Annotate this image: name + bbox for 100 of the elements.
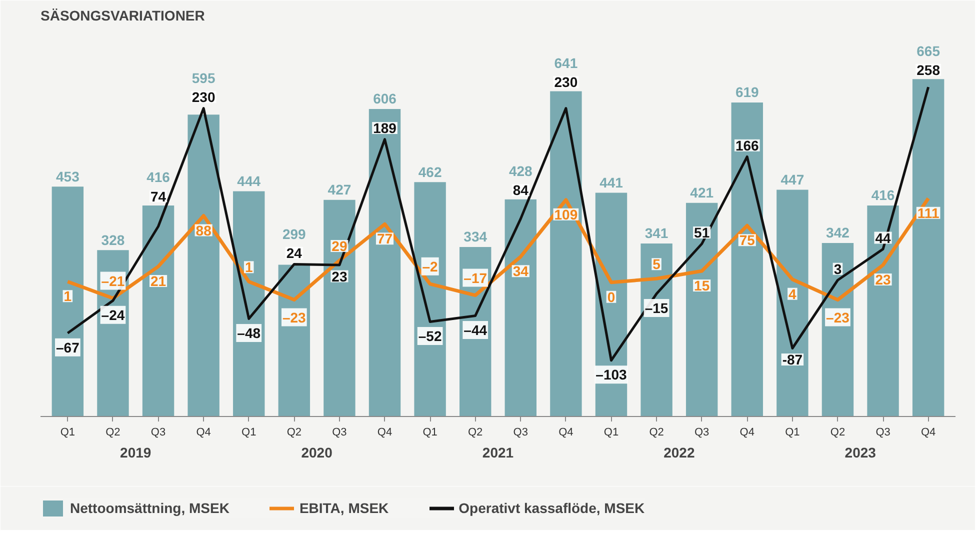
bar: [188, 114, 220, 416]
bar: [52, 186, 84, 416]
data-label: 342: [826, 224, 850, 241]
data-label: –23: [282, 309, 306, 326]
bar: [324, 200, 356, 416]
x-tick-label: Q3: [876, 426, 890, 438]
x-tick-label: Q4: [196, 426, 211, 438]
data-label: 84: [512, 182, 529, 198]
data-label: 189: [373, 120, 397, 136]
data-label: 595: [192, 70, 216, 86]
x-tick-label: Q2: [649, 426, 664, 438]
data-label: 258: [916, 62, 940, 78]
data-label: 75: [739, 232, 756, 248]
data-label: 23: [875, 271, 892, 288]
data-label: 44: [875, 230, 892, 246]
data-label: 447: [780, 171, 804, 188]
chart-title: SÄSONGSVARIATIONER: [40, 8, 205, 24]
data-label: 88: [196, 222, 212, 238]
data-label: 3: [834, 260, 842, 277]
x-tick-label: Q4: [558, 426, 574, 438]
legend-label: EBITA, MSEK: [299, 500, 389, 516]
legend-label: Nettoomsättning, MSEK: [70, 500, 230, 516]
data-label: 77: [376, 230, 393, 247]
data-label: 444: [237, 172, 261, 189]
x-tick-label: Q1: [422, 426, 438, 438]
data-label: 441: [600, 174, 624, 190]
data-label: 334: [464, 228, 488, 245]
data-label: 416: [146, 169, 170, 186]
data-label: 230: [554, 74, 578, 90]
text: 2019: [120, 444, 152, 460]
x-tick-label: Q2: [830, 426, 846, 438]
bar: [867, 205, 899, 416]
data-label: 51: [694, 224, 710, 240]
data-label: 111: [917, 204, 940, 221]
text: 2023: [844, 444, 876, 460]
bar: [142, 205, 174, 416]
bar: [550, 91, 582, 416]
text: 2021: [482, 444, 514, 460]
legend-label: Operativt kassaflöde, MSEK: [458, 500, 645, 516]
x-tick-label: Q3: [513, 426, 528, 438]
data-label: 21: [150, 272, 166, 289]
data-label: 34: [512, 263, 529, 280]
data-label: –21: [101, 272, 125, 289]
x-tick-label: Q4: [920, 426, 936, 438]
x-tick-label: Q1: [785, 426, 800, 438]
bar: [912, 79, 944, 416]
text: 2022: [664, 444, 695, 460]
x-tick-label: Q2: [286, 426, 302, 438]
data-label: 230: [192, 88, 216, 105]
data-label: 299: [282, 226, 306, 242]
data-label: –24: [101, 306, 125, 323]
data-label: 416: [871, 187, 895, 204]
bar: [504, 199, 536, 416]
data-label: –67: [56, 339, 80, 356]
data-label: 1: [244, 259, 253, 276]
data-label: -87: [782, 352, 803, 368]
data-label: 665: [916, 42, 940, 59]
data-label: 462: [418, 164, 442, 180]
data-label: 24: [286, 244, 302, 261]
data-label: 341: [644, 225, 668, 242]
data-label: –44: [464, 322, 488, 338]
data-label: 4: [788, 286, 797, 302]
x-tick-label: Q4: [740, 426, 754, 438]
x-tick-label: Q3: [332, 426, 347, 438]
data-label: 1: [64, 288, 72, 304]
data-label: 29: [332, 238, 348, 254]
x-tick-label: Q2: [468, 426, 483, 438]
x-tick-label: Q1: [242, 426, 256, 438]
data-label: 109: [554, 206, 578, 222]
x-tick-label: Q4: [377, 426, 392, 438]
data-label: 453: [56, 168, 80, 184]
bar: [776, 190, 808, 416]
data-label: –103: [596, 366, 628, 383]
data-label: 328: [101, 232, 125, 248]
bar: [731, 102, 763, 416]
data-label: –2: [422, 258, 438, 274]
data-label: 619: [735, 84, 760, 100]
x-tick-label: Q3: [694, 426, 710, 438]
data-label: –48: [237, 325, 261, 342]
text: 2020: [301, 444, 333, 460]
bar: [368, 109, 401, 416]
x-tick-label: Q3: [150, 426, 166, 438]
data-label: 606: [373, 90, 397, 107]
data-label: 641: [554, 54, 578, 71]
data-label: 421: [690, 184, 714, 201]
data-label: 0: [607, 288, 616, 305]
x-tick-label: Q1: [604, 426, 619, 438]
data-label: 427: [328, 182, 352, 198]
data-label: –23: [826, 309, 850, 326]
data-label: –17: [464, 270, 488, 286]
data-label: 74: [150, 188, 166, 204]
data-label: 23: [332, 268, 348, 284]
x-tick-label: Q2: [106, 426, 120, 438]
data-label: 5: [652, 256, 661, 272]
data-label: –15: [644, 300, 668, 316]
data-label: 166: [735, 137, 760, 154]
data-label: 15: [694, 278, 710, 294]
data-label: 428: [508, 163, 533, 180]
data-label: –52: [418, 328, 442, 344]
x-tick-label: Q1: [60, 426, 76, 438]
